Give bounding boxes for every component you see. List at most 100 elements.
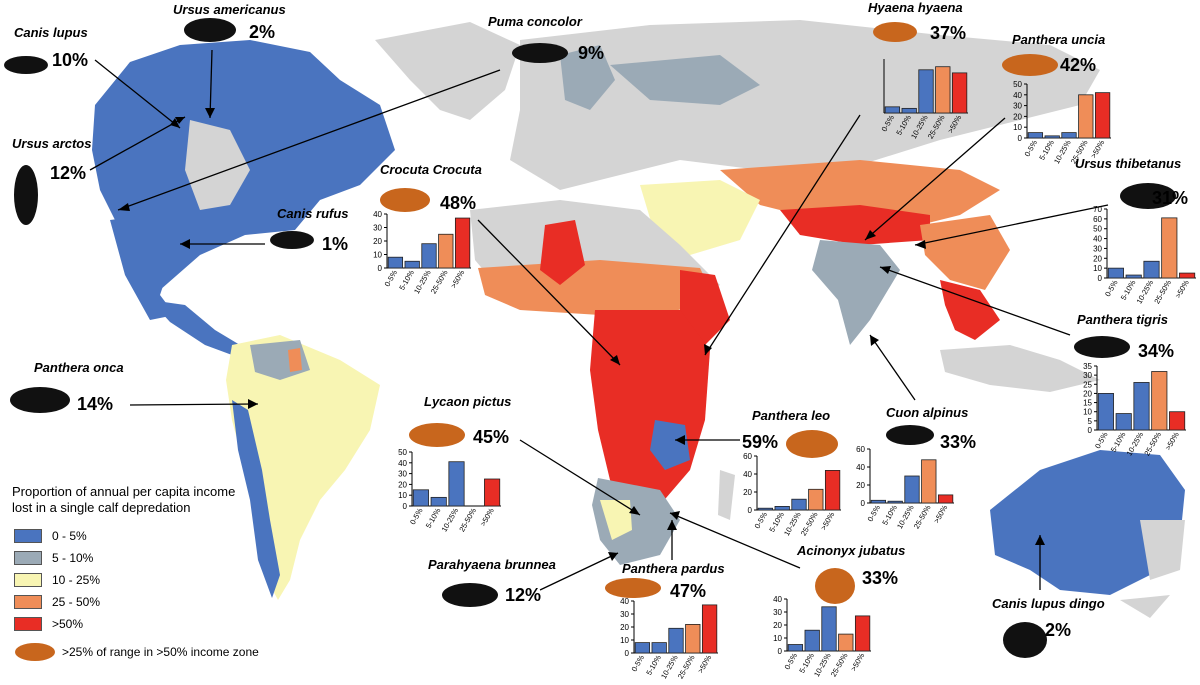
- pct-pardus: 47%: [670, 581, 707, 601]
- pct-leo: 59%: [742, 432, 779, 452]
- label-uncia: Panthera uncia: [1012, 32, 1106, 47]
- chart-bar: [1143, 260, 1160, 279]
- chart-y-tick-label: 60: [1093, 215, 1102, 224]
- range-southern-africa: [592, 478, 680, 565]
- chart-bar: [701, 604, 718, 654]
- pct-thibetanus: 31%: [1152, 188, 1189, 208]
- chart-x-tick-label: 0-5%: [383, 268, 400, 288]
- snow-leopard-icon: [1002, 54, 1058, 76]
- chart-x-tick-label: 5-10%: [1119, 278, 1138, 302]
- landmass-tasmania: [1120, 595, 1170, 618]
- pct-crocuta: 48%: [440, 193, 477, 213]
- label-dingo: Canis lupus dingo: [992, 596, 1105, 611]
- range-sahara-red: [540, 220, 585, 285]
- legend-item-2: 10 - 25%: [14, 572, 100, 588]
- chart-bar: [634, 642, 651, 654]
- chart-y-tick-label: 20: [743, 488, 752, 497]
- chart-x-tick-label: 25-50%: [457, 506, 478, 533]
- chart-bar: [668, 627, 684, 654]
- chart-bar: [1115, 413, 1132, 431]
- legend-label: 25 - 50%: [52, 595, 101, 609]
- label-leo: Panthera leo: [752, 408, 831, 423]
- pct-ursus-americanus: 2%: [249, 22, 276, 42]
- dingo-icon: [1003, 622, 1047, 658]
- chart-bar: [1161, 217, 1178, 279]
- range-central-america: [150, 300, 240, 355]
- bear-icon: [184, 18, 236, 42]
- chart-y-tick-label: 30: [773, 608, 782, 617]
- range-north-america-south: [110, 215, 175, 320]
- chart-x-tick-label: >50%: [696, 653, 714, 675]
- legend-label: 0 - 5%: [52, 529, 87, 543]
- legend-label: >50%: [52, 617, 84, 631]
- chart-bar: [921, 459, 937, 504]
- chart-x-tick-label: >50%: [1089, 138, 1107, 160]
- pct-acinonyx: 33%: [862, 568, 899, 588]
- chart-y-tick-label: 30: [620, 610, 629, 619]
- chart-bar: [651, 642, 667, 654]
- legend-swatch: [14, 573, 42, 587]
- arrowhead-parahyaena: [608, 552, 618, 561]
- label-ursus-arctos: Ursus arctos: [12, 136, 92, 151]
- pointer-arrows: [89, 49, 1109, 591]
- chart-bar: [838, 633, 854, 652]
- chart-bar: [804, 629, 820, 652]
- label-canis-rufus: Canis rufus: [277, 206, 349, 221]
- arrowhead-ursus-americanus: [205, 108, 215, 118]
- arrowhead-canis-lupus: [170, 118, 180, 128]
- arrow-panthera-onca: [129, 403, 259, 406]
- arrow-ursus-americanus: [209, 49, 213, 119]
- chart-x-tick-label: 25-50%: [912, 503, 933, 530]
- landmass-north-america-interior: [185, 120, 250, 210]
- label-tigris: Panthera tigris: [1077, 312, 1169, 327]
- arrow-parahyaena: [539, 552, 619, 591]
- legend-label: 5 - 10%: [52, 551, 94, 565]
- arrowhead-leo: [675, 435, 685, 445]
- chart-bar: [1125, 274, 1142, 279]
- chart-y-tick-label: 10: [620, 636, 629, 645]
- chart-bar: [1094, 92, 1111, 139]
- chart-y-tick-label: 40: [620, 597, 629, 606]
- wolf-icon: [4, 56, 48, 74]
- landmass-indonesia: [940, 345, 1100, 392]
- arrowhead-thibetanus: [915, 240, 926, 249]
- arrowhead-crocuta: [610, 355, 620, 365]
- chart-bar: [412, 489, 429, 507]
- arrowhead-pardus: [667, 520, 677, 530]
- chart-y-tick-label: 0: [748, 506, 753, 515]
- chart-y-tick-label: 10: [1093, 264, 1102, 273]
- chart-bar: [887, 500, 903, 504]
- legend-swatch: [14, 551, 42, 565]
- chart-bar: [448, 461, 465, 507]
- range-australia: [990, 450, 1185, 595]
- chart-bar: [1044, 135, 1060, 139]
- label-pardus: Panthera pardus: [622, 561, 725, 576]
- legend-item-1: 5 - 10%: [14, 550, 93, 566]
- landmass-madagascar: [718, 470, 735, 520]
- chart-y-tick-label: 40: [743, 470, 752, 479]
- jaguar-icon: [10, 387, 70, 413]
- chart-bar: [821, 606, 837, 652]
- chart-bar: [791, 498, 807, 511]
- chart-x-tick-label: 0-5%: [880, 113, 897, 133]
- red-wolf-icon: [270, 231, 314, 249]
- legend-swatch: [14, 617, 42, 631]
- chart-y-tick-label: 0: [778, 647, 783, 656]
- landmasses: [92, 20, 1185, 618]
- chart-y-tick-label: 15: [1083, 399, 1092, 408]
- puma-icon: [512, 43, 568, 63]
- wild-dog-icon: [409, 423, 465, 447]
- chart-y-tick-label: 10: [773, 634, 782, 643]
- label-hyaena: Hyaena hyaena: [868, 0, 963, 15]
- brown-hyena-icon: [442, 583, 498, 607]
- chart-y-tick-label: 70: [1093, 205, 1102, 214]
- label-puma-concolor: Puma concolor: [488, 14, 582, 29]
- chart-y-tick-label: 0: [403, 502, 408, 511]
- landmass-australia-east: [1140, 520, 1185, 580]
- chart-y-tick-label: 20: [620, 623, 629, 632]
- label-thibetanus: Ursus thibetanus: [1075, 156, 1182, 171]
- tiger-icon: [1074, 336, 1130, 358]
- pct-parahyaena: 12%: [505, 585, 542, 605]
